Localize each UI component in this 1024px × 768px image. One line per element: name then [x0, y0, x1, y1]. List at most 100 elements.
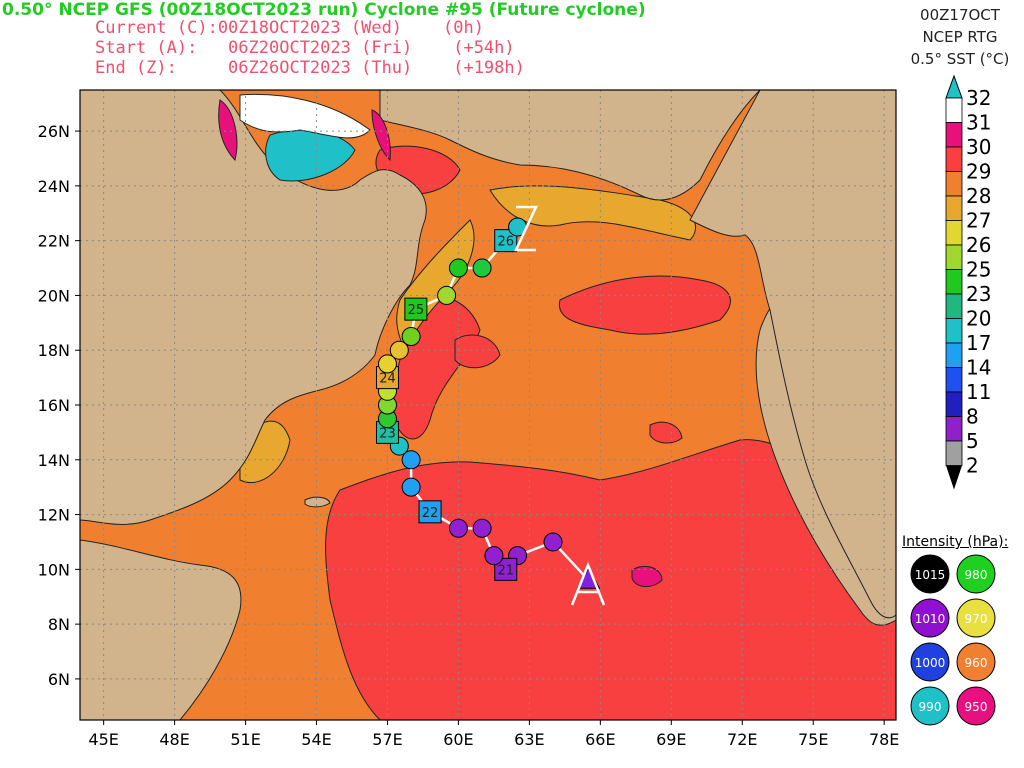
colorbar-swatch	[945, 416, 963, 442]
colorbar-swatch	[945, 342, 963, 368]
lon-label: 75E	[798, 730, 828, 749]
colorbar-label: 30	[966, 135, 991, 159]
lat-label: 20N	[38, 286, 70, 305]
lat-label: 6N	[48, 670, 70, 689]
colorbar-label: 32	[966, 86, 991, 110]
land-arabia	[80, 90, 427, 525]
intensity-swatch	[910, 686, 950, 726]
land-group	[80, 90, 896, 720]
colorbar-swatch	[945, 367, 963, 393]
colorbar-label: 29	[966, 160, 991, 184]
track-point-square	[418, 500, 442, 524]
colorbar-swatch	[945, 391, 963, 417]
track-day-label: 25	[408, 303, 425, 318]
colorbar-label: 2	[966, 454, 979, 478]
intensity-swatch	[910, 554, 950, 594]
track-point-circle	[472, 518, 492, 538]
sst-30-region	[325, 439, 896, 720]
track-point-circle	[377, 354, 397, 374]
colorbar-swatch	[945, 440, 963, 466]
track-point-square	[404, 297, 428, 321]
track-day-label: 23	[379, 426, 396, 441]
colorbar-label: 31	[966, 111, 991, 135]
lat-label: 22N	[38, 232, 70, 251]
land-socotra	[304, 496, 331, 508]
intensity-swatch	[910, 642, 950, 682]
lon-label: 51E	[230, 730, 260, 749]
intensity-label: 1000	[915, 656, 946, 670]
sst-unit-label: 0.5° SST (°C)	[910, 50, 1010, 68]
colorbar-label: 27	[966, 209, 991, 233]
land-india	[689, 90, 896, 619]
colorbar-label: 5	[966, 429, 979, 453]
intensity-swatch	[956, 642, 996, 682]
start-time-text: Start (A): 06Z20OCT2023 (Fri) (+54h)	[95, 38, 515, 58]
intensity-label: 1010	[915, 612, 946, 626]
colorbar-swatch	[945, 318, 963, 344]
lat-label: 16N	[38, 396, 70, 415]
colorbar-label: 20	[966, 307, 991, 331]
colorbar-swatch	[945, 244, 963, 270]
lat-label: 18N	[38, 341, 70, 360]
track-day-label: 22	[422, 506, 439, 521]
intensity-legend: 1015 980 1010 970 1000 960 990 950	[910, 554, 996, 726]
track-point-circle	[484, 546, 504, 566]
lat-label: 10N	[38, 560, 70, 579]
colorbar-swatch	[945, 122, 963, 148]
lon-label: 45E	[88, 730, 118, 749]
lat-label: 24N	[38, 177, 70, 196]
intensity-swatch	[956, 598, 996, 638]
sst-30-pocket2	[649, 421, 683, 444]
colorbar-label: 14	[966, 356, 991, 380]
intensity-swatch	[910, 598, 950, 638]
colorbar-label: 23	[966, 282, 991, 306]
track-point-circle	[448, 258, 468, 278]
colorbar-label: 11	[966, 380, 991, 404]
track-point-square	[494, 229, 518, 253]
track-day-label: 24	[379, 372, 396, 387]
intensity-swatch	[956, 686, 996, 726]
sst-30-pocket	[454, 334, 501, 369]
track-markers: 21 22 23 24 25 26	[375, 217, 601, 589]
graticule	[80, 90, 896, 720]
sst-31-gulf-magenta	[218, 99, 238, 161]
lat-label: 26N	[38, 122, 70, 141]
lon-label: 72E	[727, 730, 757, 749]
colorbar-swatch	[945, 97, 963, 123]
intensity-label: 1015	[915, 568, 946, 582]
intensity-legend-title: Intensity (hPa):	[902, 534, 1009, 550]
lon-label: 69E	[656, 730, 686, 749]
track-day-label: 21	[497, 563, 514, 578]
colorbar-label: 25	[966, 258, 991, 282]
sst-31-gulf-white	[239, 93, 371, 139]
intensity-swatch	[956, 554, 996, 594]
sst-30-region-east	[558, 275, 731, 335]
track-point-circle	[543, 532, 563, 552]
sst-date-label: 00Z17OCT	[920, 6, 1000, 24]
intensity-label: 980	[965, 568, 988, 582]
track-point-circle	[401, 477, 421, 497]
colorbar-label: 8	[966, 405, 979, 429]
track-point-circle	[448, 518, 468, 538]
sst-31-pocket	[631, 565, 663, 587]
current-time-text: Current (C):00Z18OCT2023 (Wed) (0h)	[95, 18, 484, 38]
lon-label: 48E	[159, 730, 189, 749]
colorbar-label: 17	[966, 331, 991, 355]
intensity-label: 990	[919, 700, 942, 714]
colorbar-swatch	[945, 293, 963, 319]
chart-title: 0.50° NCEP GFS (00Z18OCT2023 run) Cyclon…	[2, 0, 646, 20]
latitude-labels: 26N 24N 22N 20N 18N 16N 14N 12N 10N 8N 6N	[38, 122, 80, 689]
colorbar-swatch	[945, 195, 963, 221]
colorbar-label: 26	[966, 233, 991, 257]
track-point-circle	[401, 450, 421, 470]
lon-label: 60E	[443, 730, 473, 749]
intensity-label: 950	[965, 700, 988, 714]
colorbar-bottom-arrow	[946, 465, 962, 490]
longitude-labels: 45E 48E 51E 54E 57E 60E 63E 66E 69E 72E 75E 78E	[88, 720, 899, 749]
sst-colorbar	[945, 74, 963, 490]
end-letter-z	[514, 205, 538, 252]
end-time-text: End (Z): 06Z26OCT2023 (Thu) (+198h)	[95, 58, 525, 78]
lon-label: 78E	[869, 730, 899, 749]
